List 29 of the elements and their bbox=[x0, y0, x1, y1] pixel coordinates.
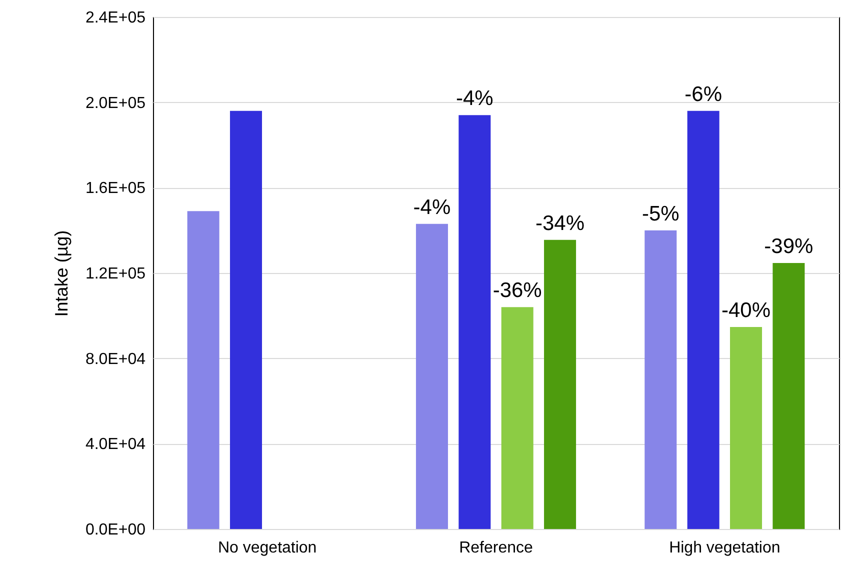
annotation: -40% bbox=[721, 298, 771, 322]
annotation: -4% bbox=[413, 196, 451, 219]
bar bbox=[230, 110, 262, 529]
annotation: -5% bbox=[642, 202, 680, 226]
annotation: -34% bbox=[536, 212, 585, 235]
y-tick-label: 4.0E+04 bbox=[85, 436, 146, 454]
annotation: -39% bbox=[764, 234, 814, 258]
x-tick-label: No vegetation bbox=[218, 540, 317, 556]
bar bbox=[772, 262, 805, 529]
bar bbox=[544, 240, 576, 529]
bar bbox=[416, 224, 448, 529]
y-tick-label: 1.2E+05 bbox=[85, 266, 146, 282]
bar bbox=[458, 115, 491, 529]
bar bbox=[187, 211, 220, 529]
annotation: -36% bbox=[492, 279, 542, 302]
bar bbox=[501, 307, 534, 529]
annotation: -6% bbox=[684, 82, 722, 106]
y-tick-label: 0.0E+00 bbox=[85, 522, 146, 538]
bar bbox=[644, 230, 677, 529]
y-tick-label: 2.4E+05 bbox=[85, 10, 146, 26]
annotation: -4% bbox=[456, 87, 494, 110]
bar bbox=[730, 326, 762, 529]
y-axis-title: Intake (µg) bbox=[51, 230, 72, 317]
bar bbox=[687, 110, 720, 529]
x-tick-label: Reference bbox=[459, 540, 534, 556]
y-tick-label: 2.0E+05 bbox=[85, 94, 146, 112]
y-tick-label: 8.0E+04 bbox=[85, 350, 146, 368]
y-tick-label: 1.6E+05 bbox=[85, 180, 146, 198]
x-tick-label: High vegetation bbox=[669, 540, 780, 556]
